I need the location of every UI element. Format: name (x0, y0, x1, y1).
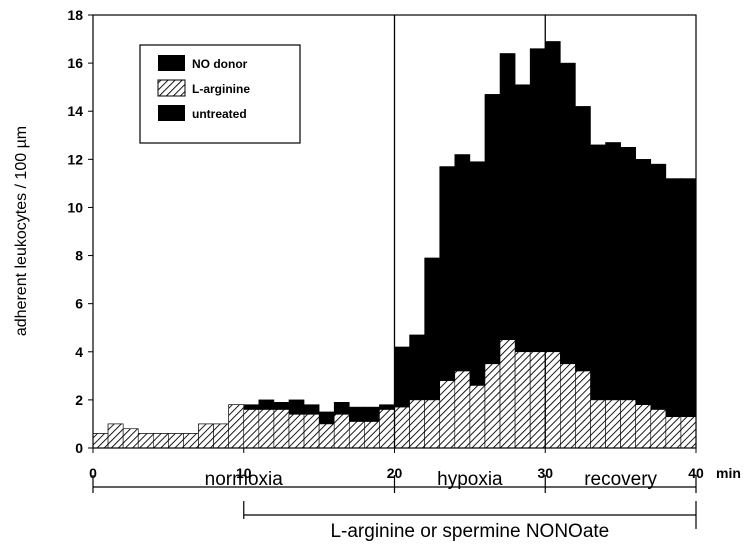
y-tick-label: 10 (67, 199, 83, 215)
bar-l-arginine (107, 423, 124, 449)
y-axis-title: adherent leukocytes / 100 µm (13, 126, 30, 336)
bar-l-arginine (92, 433, 109, 449)
bar-l-arginine (364, 421, 380, 449)
bar-no-donor (650, 163, 667, 449)
x-tick-label: 10 (236, 465, 252, 481)
legend-label-untreated: untreated (192, 107, 247, 121)
bar-l-arginine (288, 414, 305, 449)
bar-l-arginine (409, 399, 425, 449)
bar-l-arginine (258, 409, 275, 449)
x-tick-label: 30 (537, 465, 553, 481)
bar-no-donor (665, 178, 682, 449)
bar-l-arginine (228, 404, 245, 449)
x-tick-label: 20 (387, 465, 403, 481)
bar-l-arginine (544, 351, 561, 449)
y-tick-label: 18 (67, 7, 83, 23)
legend-swatch-untreated (158, 105, 185, 121)
treatment-label: L-arginine or spermine NONOate (330, 521, 609, 542)
y-tick-label: 8 (75, 248, 83, 264)
legend-label-l-arginine: L-arginine (192, 82, 250, 96)
phase-label-recovery: recovery (584, 469, 657, 490)
bar-l-arginine (243, 409, 260, 449)
bar-l-arginine (605, 399, 621, 449)
x-axis: 0 10 20 30 40 (89, 448, 704, 481)
bar-l-arginine (198, 423, 214, 449)
x-axis-unit: min (716, 465, 741, 481)
legend: NO donor L-arginine untreated (139, 44, 301, 144)
legend-label-no-donor: NO donor (192, 57, 248, 71)
legend-swatch-no-donor (158, 55, 185, 71)
bar-l-arginine (333, 414, 350, 449)
bar-l-arginine (348, 421, 365, 449)
bar-l-arginine (137, 433, 154, 449)
bar-l-arginine (560, 363, 576, 449)
x-tick-label: 40 (688, 465, 704, 481)
y-tick-label: 14 (67, 103, 83, 119)
bar-l-arginine (514, 351, 531, 449)
bar-l-arginine (680, 416, 697, 449)
bar-l-arginine (665, 416, 682, 449)
bar-l-arginine (635, 404, 652, 449)
y-tick-label: 16 (67, 55, 83, 71)
bar-l-arginine (529, 351, 546, 449)
protocol-timeline: normoxia hypoxia recovery L-arginine or spe… (92, 469, 697, 542)
bar-l-arginine (153, 433, 169, 449)
bar-l-arginine (303, 414, 320, 449)
bar-l-arginine (454, 370, 471, 449)
bar-l-arginine (484, 363, 501, 449)
bar-l-arginine (318, 423, 335, 449)
bar-l-arginine (469, 385, 486, 449)
bar-no-donor (680, 178, 697, 449)
bar-l-arginine (650, 409, 667, 449)
bar-l-arginine (273, 409, 290, 449)
bar-l-arginine (183, 433, 199, 449)
legend-swatch-l-arginine (157, 79, 186, 97)
y-tick-label: 0 (75, 440, 83, 456)
x-tick-label: 0 (89, 465, 97, 481)
bar-l-arginine (168, 433, 184, 449)
bar-l-arginine (213, 423, 229, 449)
bar-l-arginine (590, 399, 606, 449)
y-tick-label: 12 (67, 151, 83, 167)
bar-l-arginine (122, 428, 139, 449)
bar-l-arginine (394, 406, 410, 449)
y-tick-label: 4 (75, 344, 83, 360)
y-tick-label: 2 (75, 392, 83, 408)
y-tick-label: 6 (75, 296, 83, 312)
phase-label-hypoxia: hypoxia (437, 469, 503, 490)
bar-l-arginine (499, 339, 516, 449)
bar-l-arginine (379, 409, 395, 449)
bar-l-arginine (620, 399, 636, 449)
bar-l-arginine (424, 399, 441, 449)
y-axis: 0 2 4 6 8 10 12 14 16 18 (67, 7, 93, 456)
bar-l-arginine (439, 380, 456, 449)
phase-dividers (393, 15, 546, 448)
phase-label-normoxia: normoxia (205, 469, 284, 490)
bar-l-arginine (575, 370, 591, 449)
